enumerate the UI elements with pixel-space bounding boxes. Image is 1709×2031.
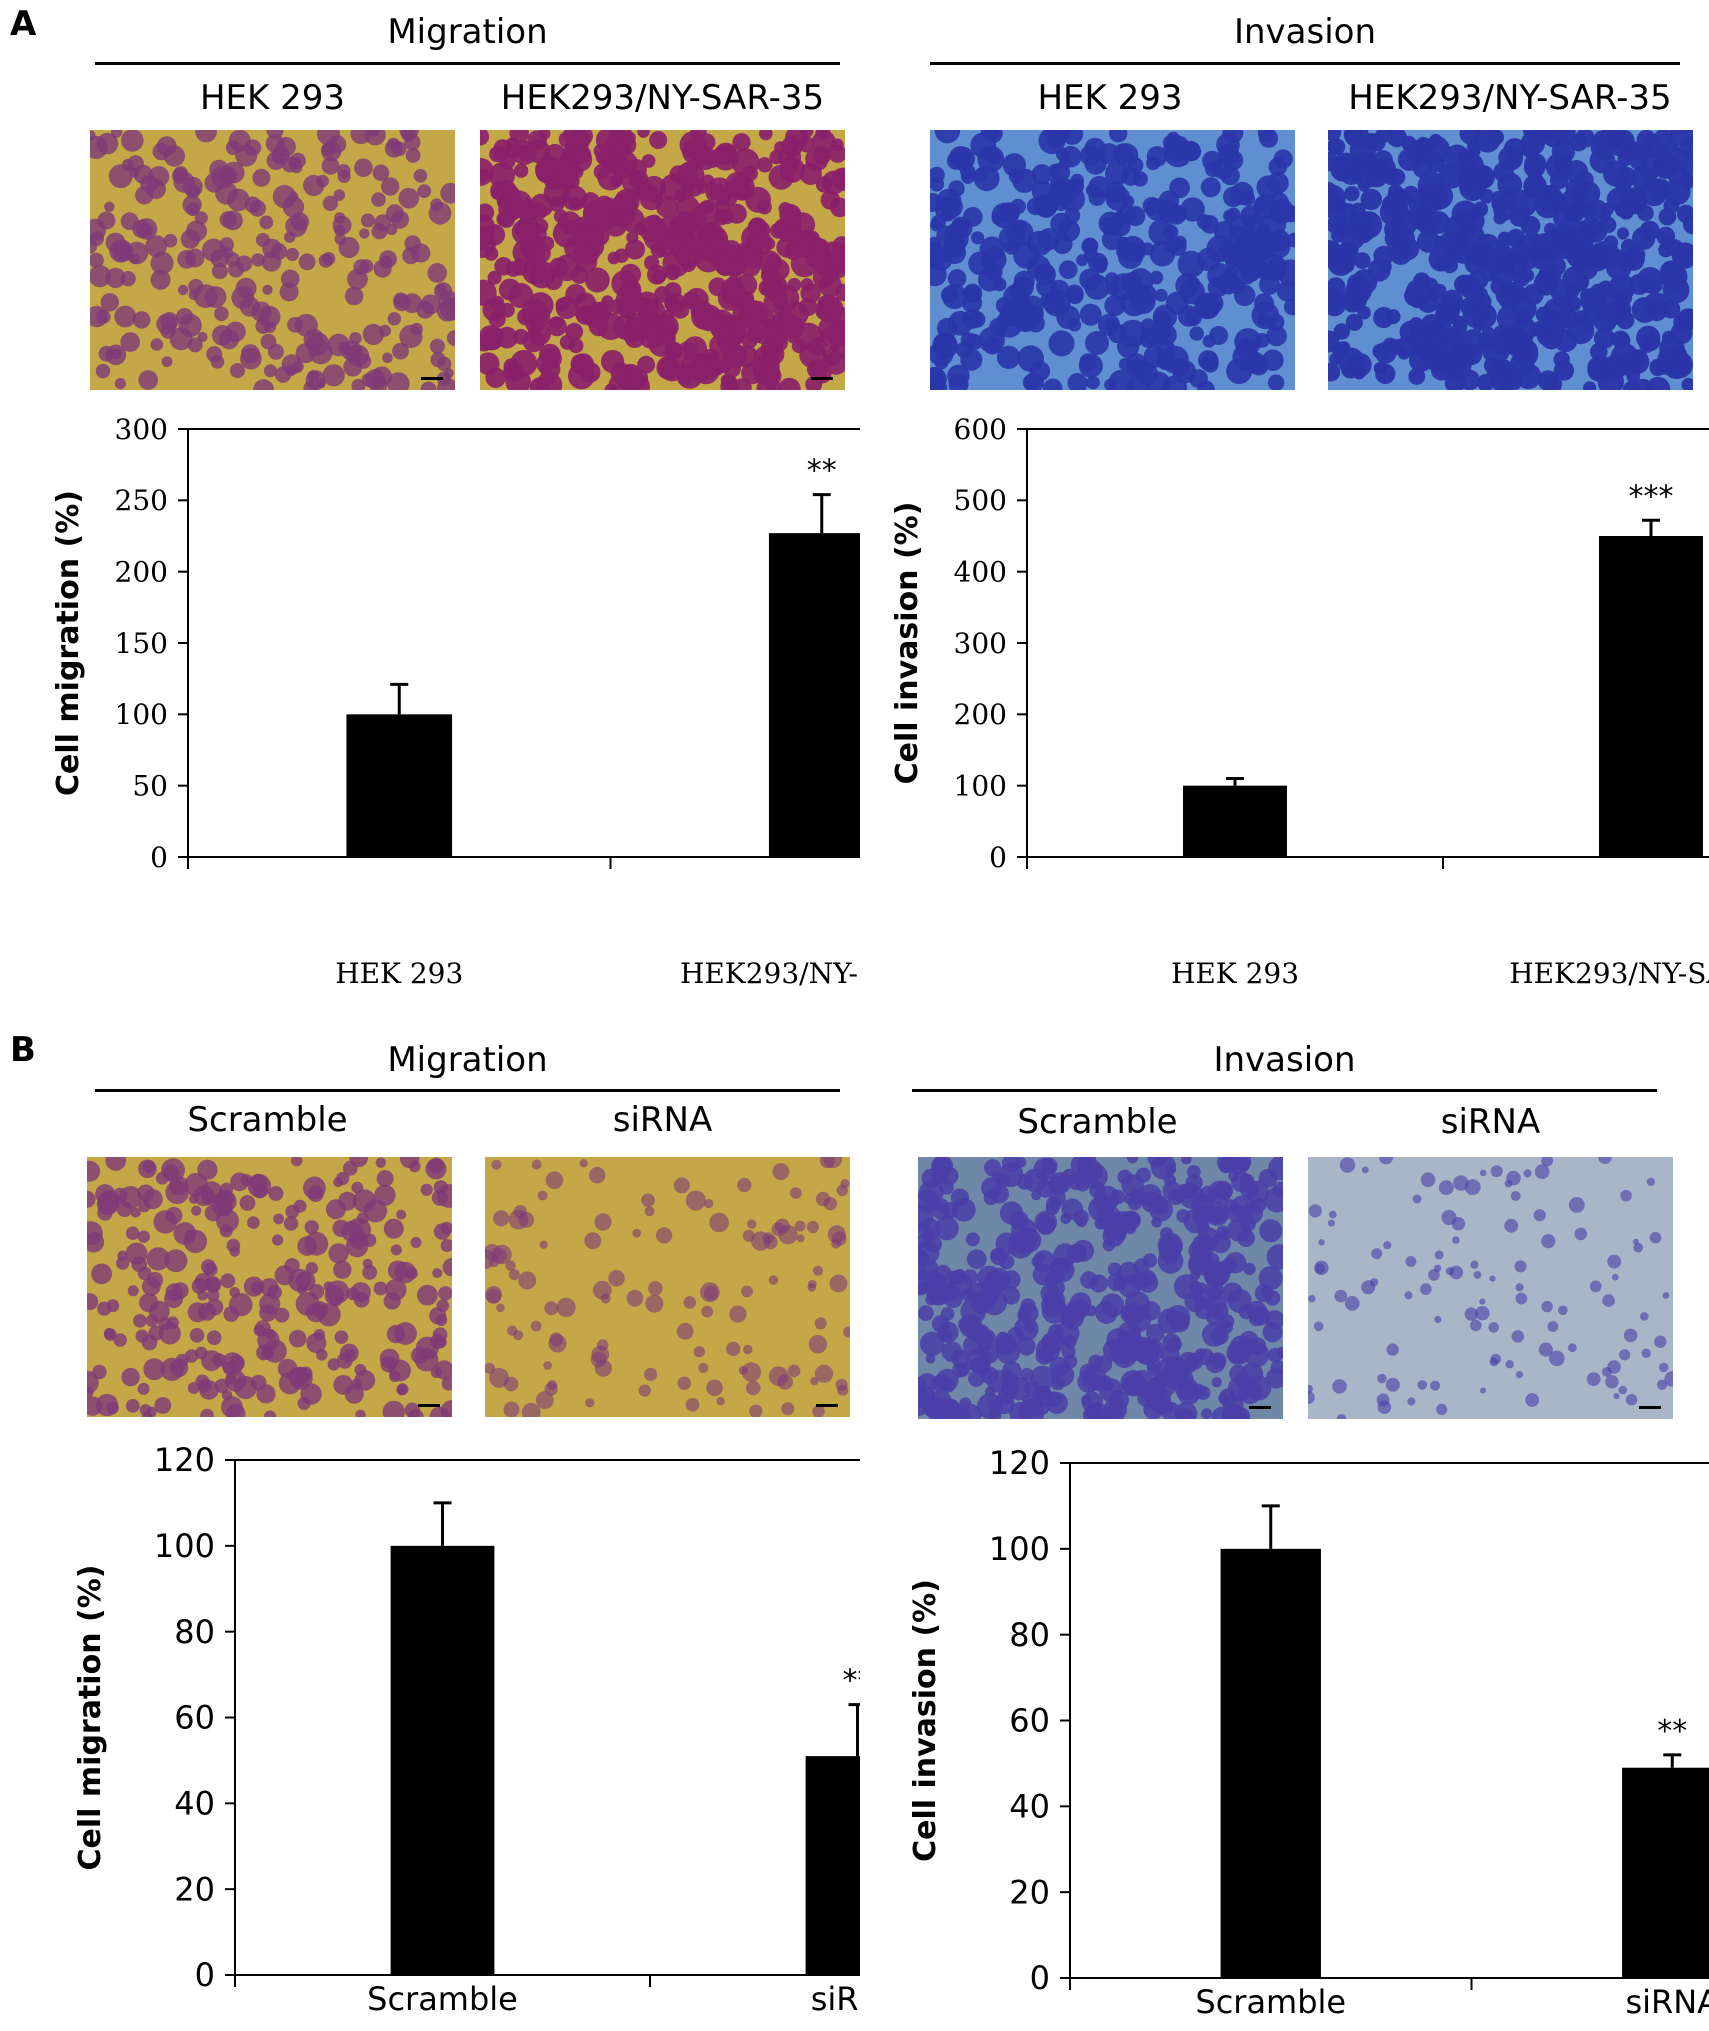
bar bbox=[1599, 536, 1703, 857]
plot-frame bbox=[234, 1459, 860, 1976]
section-title-invasion-b: Invasion bbox=[1213, 1040, 1356, 1080]
y-axis-label: Cell invasion (%) bbox=[890, 502, 925, 785]
image-label-sirna-invasion: siRNA bbox=[1440, 1102, 1541, 1142]
y-tick-label: 50 bbox=[132, 769, 168, 802]
bar bbox=[390, 1545, 495, 1975]
micrograph-migration-sirna bbox=[485, 1157, 850, 1417]
y-axis-label: Cell migration (%) bbox=[73, 1565, 108, 1871]
section-divider bbox=[95, 62, 840, 65]
image-label-hek293-migration: HEK 293 bbox=[199, 78, 346, 118]
x-category-label: HEK 293 bbox=[335, 957, 463, 990]
micrograph-invasion-hek293 bbox=[930, 130, 1295, 390]
y-tick-label: 100 bbox=[154, 1527, 215, 1565]
significance-marker: ** bbox=[807, 454, 837, 489]
y-tick-label: 40 bbox=[174, 1785, 215, 1823]
y-axis-label: Cell invasion (%) bbox=[908, 1579, 943, 1862]
image-label-hek293-invasion: HEK 293 bbox=[1037, 78, 1183, 118]
image-label-scramble-migration: Scramble bbox=[187, 1100, 348, 1140]
micrograph-migration-hek293 bbox=[90, 130, 455, 390]
y-tick-label: 20 bbox=[1009, 1873, 1050, 1911]
x-category-label: HEK293/NY-SAR-35 bbox=[1509, 957, 1709, 990]
bar bbox=[805, 1756, 860, 1975]
micrograph-invasion-nysar35 bbox=[1328, 130, 1693, 390]
y-tick-label: 500 bbox=[954, 484, 1007, 517]
chart-migration-a: 0 50 100 150 200 250 300 HEK 293 ** HEK293/NY-SAR… bbox=[51, 413, 860, 990]
y-tick-label: 300 bbox=[954, 627, 1007, 660]
section-title-migration-a: Migration bbox=[387, 12, 548, 52]
section-divider bbox=[912, 1089, 1657, 1092]
significance-marker: *** bbox=[1629, 479, 1674, 514]
y-tick-label: 400 bbox=[954, 555, 1007, 588]
bar bbox=[1220, 1548, 1321, 1978]
scale-bar bbox=[418, 1404, 440, 1407]
x-category-label: HEK293/NY-SAR-35 bbox=[680, 957, 860, 990]
y-tick-label: 120 bbox=[989, 1444, 1050, 1482]
section-title-invasion-a: Invasion bbox=[1233, 12, 1377, 52]
x-category-label: siRNA bbox=[1625, 1983, 1709, 2021]
panel-letter-b: B bbox=[10, 1030, 36, 1070]
image-label-sirna-migration: siRNA bbox=[612, 1100, 713, 1140]
y-tick-label: 100 bbox=[989, 1530, 1050, 1568]
micrograph-invasion-sirna bbox=[1308, 1157, 1673, 1419]
scale-bar bbox=[816, 1404, 838, 1407]
y-tick-label: 0 bbox=[150, 841, 168, 874]
image-label-scramble-invasion: Scramble bbox=[1017, 1102, 1178, 1142]
micrograph-migration-nysar35 bbox=[480, 130, 845, 390]
bar bbox=[346, 714, 453, 857]
y-axis-label: Cell migration (%) bbox=[51, 490, 86, 796]
scale-bar bbox=[1249, 1406, 1271, 1409]
y-tick-label: 20 bbox=[174, 1870, 215, 1908]
y-tick-label: 80 bbox=[1009, 1616, 1050, 1654]
section-divider bbox=[930, 62, 1680, 65]
x-category-label: HEK 293 bbox=[1171, 957, 1299, 990]
image-label-nysar35-invasion: HEK293/NY-SAR-35 bbox=[1348, 78, 1672, 118]
significance-marker: ** bbox=[1657, 1714, 1687, 1749]
micrograph-invasion-scramble bbox=[918, 1157, 1283, 1419]
x-category-label: siRNA bbox=[811, 1980, 860, 2018]
chart-invasion-b: 0 20 40 60 80 100 120 Scramble ** siRNA Cell invas… bbox=[908, 1444, 1709, 2021]
section-title-migration-b: Migration bbox=[387, 1040, 548, 1080]
y-tick-label: 200 bbox=[115, 555, 168, 588]
chart-migration-b: 0 20 40 60 80 100 120 Scramble ** siRNA Cell migra… bbox=[73, 1441, 861, 2018]
bar bbox=[1183, 785, 1287, 857]
y-tick-label: 100 bbox=[115, 698, 168, 731]
panel-letter-a: A bbox=[10, 4, 37, 44]
scale-bar bbox=[421, 377, 443, 380]
y-tick-label: 200 bbox=[954, 698, 1007, 731]
y-tick-label: 120 bbox=[154, 1441, 215, 1479]
y-tick-label: 0 bbox=[195, 1956, 215, 1994]
y-tick-label: 60 bbox=[174, 1699, 215, 1737]
y-tick-label: 100 bbox=[954, 769, 1007, 802]
y-tick-label: 150 bbox=[115, 627, 168, 660]
plot-frame bbox=[187, 428, 860, 858]
bar bbox=[1622, 1767, 1709, 1978]
y-tick-label: 600 bbox=[954, 413, 1007, 446]
scale-bar bbox=[1639, 1406, 1661, 1409]
y-tick-label: 80 bbox=[174, 1613, 215, 1651]
plot-frame bbox=[1069, 1462, 1709, 1979]
y-tick-label: 250 bbox=[115, 484, 168, 517]
image-label-nysar35-migration: HEK293/NY-SAR-35 bbox=[500, 78, 825, 118]
significance-marker: ** bbox=[843, 1664, 861, 1699]
micrograph-migration-scramble bbox=[87, 1157, 452, 1417]
x-category-label: Scramble bbox=[367, 1980, 518, 2018]
y-tick-label: 0 bbox=[989, 841, 1007, 874]
y-tick-label: 40 bbox=[1009, 1788, 1050, 1826]
y-tick-label: 0 bbox=[1030, 1959, 1050, 1997]
bar bbox=[768, 533, 860, 857]
y-tick-label: 60 bbox=[1009, 1702, 1050, 1740]
x-category-label: Scramble bbox=[1195, 1983, 1346, 2021]
y-tick-label: 300 bbox=[115, 413, 168, 446]
section-divider bbox=[95, 1089, 840, 1092]
chart-invasion-a: 0 100 200 300 400 500 600 HEK 293 *** HEK293/NY-S… bbox=[890, 413, 1709, 990]
scale-bar bbox=[811, 377, 833, 380]
